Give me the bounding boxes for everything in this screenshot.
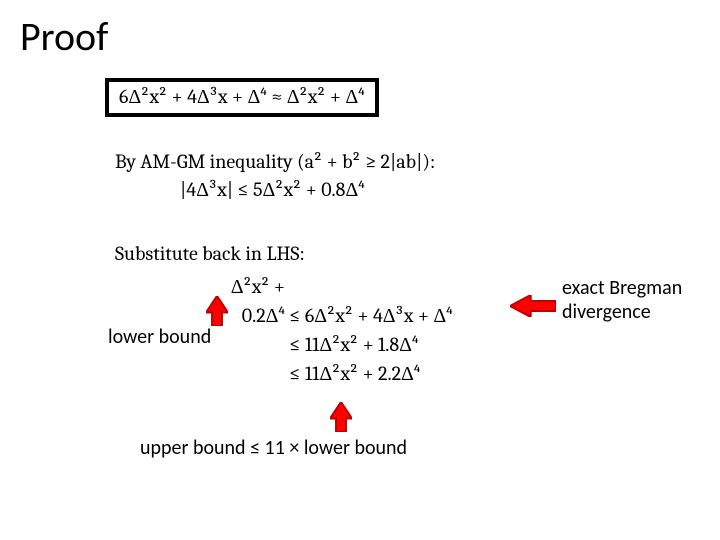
- slide: Proof 6Δ²x² + 4Δ³x + Δ⁴ ≈ Δ²x² + Δ⁴ By A…: [0, 0, 720, 540]
- ineq-rhs-1: ≤ 11Δ²x² + 1.8Δ⁴: [289, 333, 418, 356]
- arrow-up-icon: [330, 402, 352, 432]
- bregman-label: exact Bregman divergence: [562, 276, 682, 324]
- ineq-rhs-2: ≤ 11Δ²x² + 2.2Δ⁴: [289, 362, 420, 385]
- upper-bound-label: upper bound ≤ 11 × lower bound: [140, 436, 407, 460]
- amgm-line1: By AM-GM inequality (a² + b² ≥ 2|ab|):: [115, 150, 435, 173]
- substitute-label: Substitute back in LHS:: [115, 242, 305, 265]
- slide-title: Proof: [20, 12, 108, 61]
- arrow-up-icon: [206, 296, 228, 326]
- amgm-line2: |4Δ³x| ≤ 5Δ²x² + 0.8Δ⁴: [180, 178, 365, 202]
- boxed-equation: 6Δ²x² + 4Δ³x + Δ⁴ ≈ Δ²x² + Δ⁴: [105, 78, 379, 117]
- ineq-rhs-0: ≤ 6Δ²x² + 4Δ³x + Δ⁴: [289, 304, 452, 327]
- bregman-l1: exact Bregman: [562, 276, 682, 300]
- ineq-row-1: ≤ 11Δ²x² + 1.8Δ⁴: [190, 330, 453, 359]
- inequality-block: Δ²x² + 0.2Δ⁴ ≤ 6Δ²x² + 4Δ³x + Δ⁴ ≤ 11Δ²x…: [190, 272, 453, 388]
- ineq-lhs: Δ²x² + 0.2Δ⁴: [190, 272, 285, 330]
- bregman-l2: divergence: [562, 300, 651, 324]
- lower-bound-label: lower bound: [108, 325, 211, 349]
- ineq-row-0: Δ²x² + 0.2Δ⁴ ≤ 6Δ²x² + 4Δ³x + Δ⁴: [190, 272, 453, 330]
- ineq-row-2: ≤ 11Δ²x² + 2.2Δ⁴: [190, 359, 453, 388]
- arrow-left-icon: [510, 295, 556, 317]
